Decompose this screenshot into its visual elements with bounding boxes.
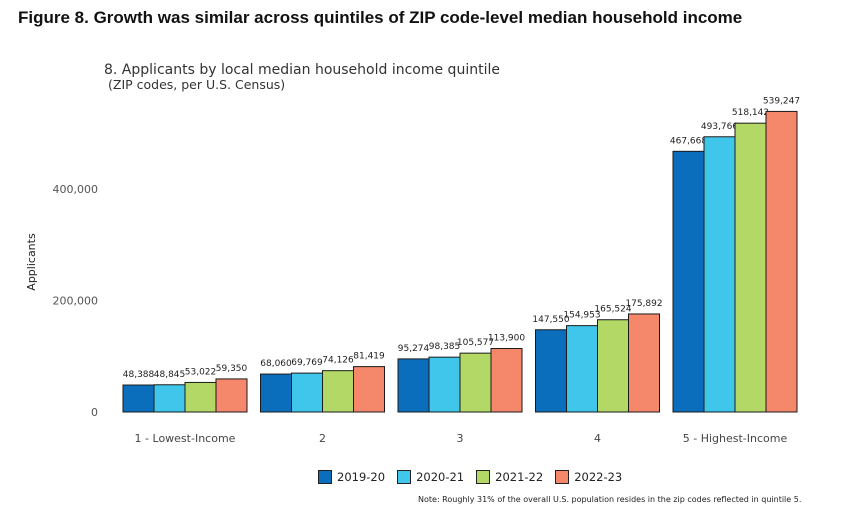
legend-item: 2021-22: [476, 470, 543, 484]
data-label: 68,060: [260, 359, 292, 369]
data-label: 59,350: [216, 364, 248, 374]
bar: [597, 319, 629, 413]
data-label: 53,022: [185, 367, 217, 377]
x-tick-label: 1 - Lowest-Income: [135, 432, 236, 445]
legend-swatch: [318, 470, 332, 484]
data-label: 154,953: [563, 311, 600, 321]
y-tick-label: 200,000: [53, 295, 99, 308]
data-label: 165,524: [594, 305, 631, 315]
bar: [215, 378, 248, 413]
bar: [734, 122, 767, 413]
footnote: Note: Roughly 31% of the overall U.S. po…: [418, 495, 802, 504]
bar: [260, 373, 292, 413]
bar: [184, 381, 217, 413]
x-tick-label: 4: [594, 432, 601, 445]
data-label: 48,845: [154, 370, 186, 380]
legend-item: 2022-23: [555, 470, 622, 484]
legend-label: 2021-22: [495, 470, 544, 484]
bar: [291, 372, 323, 413]
bar: [703, 136, 736, 413]
data-label: 95,274: [398, 344, 430, 354]
data-label: 98,385: [429, 342, 461, 352]
legend-swatch: [397, 470, 412, 484]
data-label: 493,766: [701, 122, 738, 132]
bar: [490, 348, 523, 413]
y-tick-label: 0: [91, 406, 98, 419]
bar: [765, 110, 798, 413]
bar: [628, 313, 660, 413]
legend-label: 2020-21: [416, 470, 465, 484]
data-label: 539,247: [763, 96, 800, 106]
bar: [566, 325, 598, 413]
y-axis-label: Applicants: [25, 233, 38, 291]
figure-title: Figure 8. Growth was similar across quin…: [18, 8, 743, 27]
data-label: 147,550: [532, 315, 569, 325]
x-tick-label: 2: [319, 432, 326, 445]
chart-subtitle: (ZIP codes, per U.S. Census): [108, 77, 286, 92]
legend-swatch: [555, 470, 570, 484]
data-label: 69,769: [291, 358, 323, 368]
bar: [672, 150, 705, 413]
legend-label: 2022-23: [574, 470, 623, 484]
x-tick-label: 3: [457, 432, 464, 445]
data-label: 175,892: [625, 299, 662, 309]
x-tick-label: 5 - Highest-Income: [683, 432, 788, 445]
bar: [535, 329, 567, 413]
data-label: 518,142: [732, 108, 769, 118]
legend-label: 2019-20: [337, 470, 386, 484]
data-label: 81,419: [353, 352, 385, 362]
data-label: 74,126: [322, 356, 354, 366]
chart-title: 8. Applicants by local median household …: [104, 62, 500, 78]
bar: [459, 352, 492, 413]
legend-swatch: [476, 470, 491, 484]
bar: [122, 384, 155, 413]
data-label: 467,668: [670, 136, 707, 146]
data-label: 113,900: [488, 334, 525, 344]
bar: [153, 384, 186, 413]
legend: 2019-20 2020-21 2021-22 2022-23: [318, 470, 622, 484]
y-tick-label: 400,000: [53, 183, 99, 196]
bar: [353, 366, 385, 413]
legend-item: 2020-21: [397, 470, 464, 484]
data-label: 48,388: [123, 370, 155, 380]
bar: [428, 356, 461, 413]
data-label: 105,577: [457, 338, 494, 348]
bar: [322, 370, 354, 413]
legend-item: 2019-20: [318, 470, 385, 484]
bar: [397, 358, 430, 413]
